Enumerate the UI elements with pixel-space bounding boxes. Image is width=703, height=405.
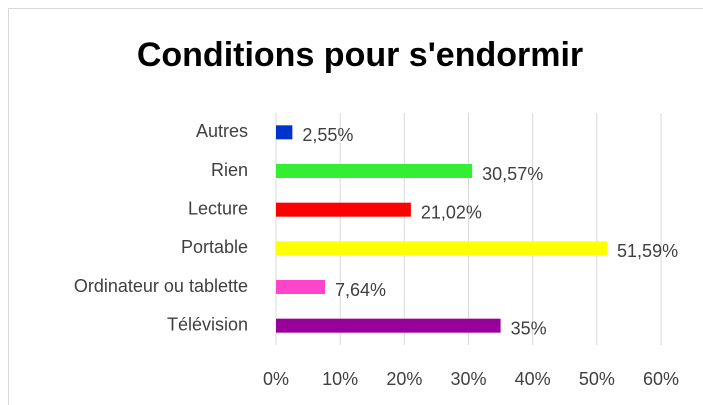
- bar: [276, 318, 501, 333]
- value-label: 2,55%: [302, 125, 353, 145]
- chart-title: Conditions pour s'endormir: [137, 36, 583, 74]
- y-tick-label: Autres: [196, 121, 248, 141]
- x-tick-label: 0%: [263, 369, 289, 389]
- y-tick-label: Portable: [181, 237, 248, 257]
- x-tick-label: 50%: [579, 369, 615, 389]
- y-tick-label: Rien: [211, 160, 248, 180]
- y-tick-label: Télévision: [167, 314, 248, 334]
- bar: [276, 125, 293, 140]
- x-tick-label: 60%: [643, 369, 679, 389]
- bar: [276, 241, 608, 256]
- value-label: 51,59%: [617, 241, 678, 261]
- value-label: 7,64%: [335, 280, 386, 300]
- value-label: 30,57%: [482, 164, 543, 184]
- value-label: 21,02%: [421, 202, 482, 222]
- x-tick-label: 40%: [515, 369, 551, 389]
- y-tick-label: Lecture: [188, 198, 248, 218]
- y-tick-label: Ordinateur ou tablette: [74, 276, 248, 296]
- x-tick-label: 20%: [386, 369, 422, 389]
- value-label: 35%: [511, 318, 547, 338]
- x-tick-label: 10%: [322, 369, 358, 389]
- bar: [276, 202, 411, 217]
- x-tick-label: 30%: [450, 369, 486, 389]
- bar: [276, 280, 326, 294]
- bar: [276, 164, 473, 178]
